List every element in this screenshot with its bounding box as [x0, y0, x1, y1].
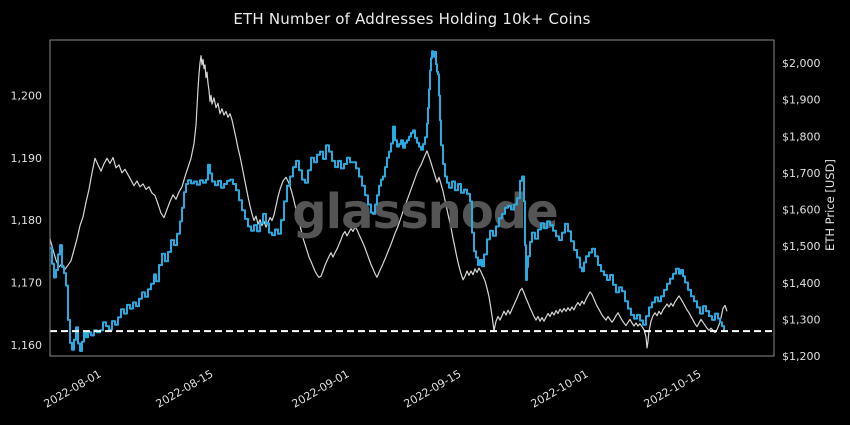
price-line	[49, 55, 728, 349]
right-axis-tick-label: $1,400	[782, 277, 821, 290]
right-axis-tick-label: $1,500	[782, 240, 821, 253]
left-axis-tick-label: 1,180	[11, 214, 43, 227]
right-axis-label: ETH Price [USD]	[823, 159, 837, 251]
left-axis-tick-label: 1,200	[11, 90, 43, 103]
addresses-line	[50, 50, 725, 352]
plot-frame	[49, 39, 775, 357]
right-axis-tick-label: $1,300	[782, 313, 821, 326]
right-axis-tick-label: $1,800	[782, 130, 821, 143]
watermark-text: glassnode	[292, 184, 557, 240]
left-axis-tick-label: 1,170	[11, 277, 43, 290]
right-axis-tick-label: $1,900	[782, 94, 821, 107]
chart-title: ETH Number of Addresses Holding 10k+ Coi…	[233, 10, 591, 28]
left-axis-tick-label: 1,190	[11, 152, 43, 165]
right-axis-tick-label: $1,600	[782, 204, 821, 217]
right-axis-tick-label: $2,000	[782, 57, 821, 70]
left-axis-tick-label: 1,160	[11, 339, 43, 352]
right-axis-tick-label: $1,700	[782, 167, 821, 180]
right-axis-tick-label: $1,200	[782, 350, 821, 363]
